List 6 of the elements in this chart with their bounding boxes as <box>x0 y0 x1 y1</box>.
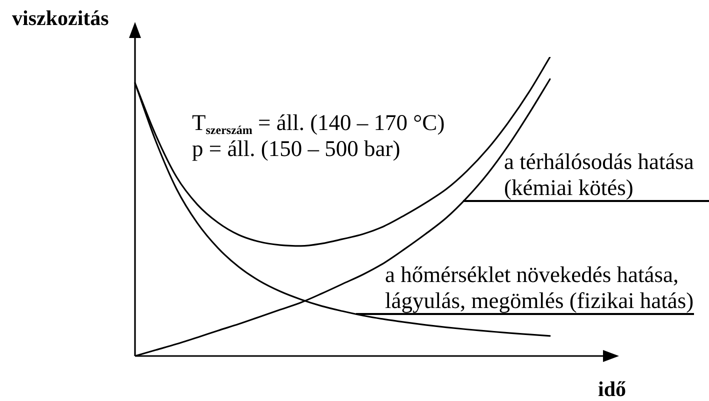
x-axis-title: idő <box>598 377 626 401</box>
annotation: p = áll. (150 – 500 bar) <box>192 136 400 162</box>
series-label: a térhálósodás hatása (kémiai kötés) <box>504 148 694 200</box>
annotation: T$_{szerszám}$ = áll. (140 – 170 °C) <box>192 110 445 137</box>
y-axis-title: viszkozitás <box>12 6 109 30</box>
series-label: a hőmérséklet növekedés hatása, lágyulás, megömlés (fizikai hatás) <box>385 262 694 314</box>
